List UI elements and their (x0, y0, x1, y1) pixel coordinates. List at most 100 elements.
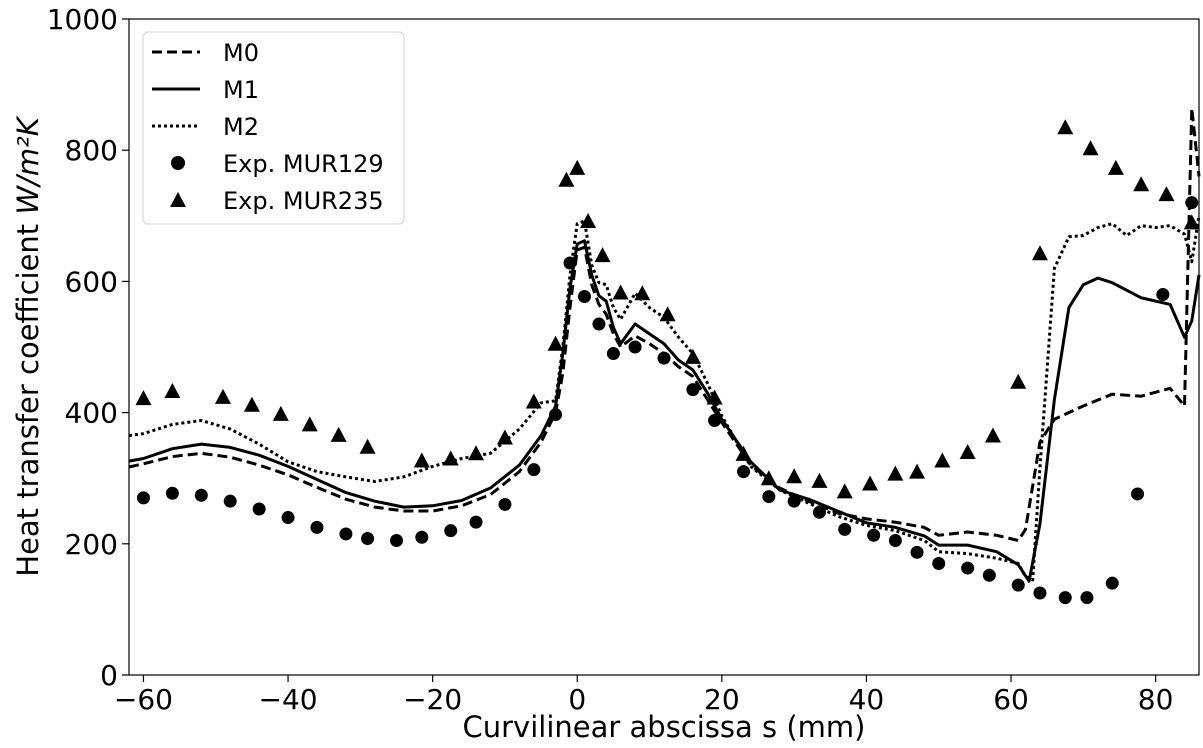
data-point-exp-mur129 (194, 488, 208, 502)
data-point-exp-mur129 (549, 408, 563, 422)
data-point-exp-mur129 (812, 505, 826, 519)
legend-key-mur129 (171, 156, 185, 170)
data-point-exp-mur235 (1183, 214, 1200, 230)
legend-box (142, 31, 405, 225)
data-point-exp-mur129 (867, 528, 881, 542)
series-line-m0 (128, 106, 1201, 542)
data-point-exp-mur129 (592, 317, 606, 331)
data-point-exp-mur235 (836, 483, 853, 499)
series-layer (128, 106, 1201, 605)
data-point-exp-mur235 (496, 429, 513, 445)
data-point-exp-mur129 (888, 534, 902, 548)
data-point-exp-mur235 (786, 468, 803, 484)
data-point-exp-mur235 (934, 452, 951, 468)
legend-label-mur235: Exp. MUR235 (223, 187, 384, 215)
data-point-exp-mur129 (444, 524, 458, 538)
data-point-exp-mur129 (961, 561, 975, 575)
y-axis-label-unit: W/m²K (11, 115, 45, 214)
data-point-exp-mur129 (657, 351, 671, 365)
data-point-exp-mur235 (359, 438, 376, 454)
data-point-exp-mur129 (1105, 576, 1119, 590)
data-point-exp-mur129 (762, 490, 776, 504)
data-point-exp-mur129 (606, 347, 620, 361)
data-point-exp-mur235 (1133, 176, 1150, 192)
legend-label-m0: M0 (223, 39, 259, 67)
y-tick-label: 0 (100, 659, 118, 692)
data-point-exp-mur129 (469, 515, 483, 529)
data-point-exp-mur235 (330, 426, 347, 442)
data-point-exp-mur129 (252, 502, 266, 516)
data-point-exp-mur129 (415, 530, 429, 544)
data-point-exp-mur129 (1156, 288, 1170, 302)
data-point-exp-mur235 (558, 171, 575, 187)
data-point-exp-mur129 (686, 383, 700, 397)
data-point-exp-mur129 (361, 532, 375, 546)
data-point-exp-mur129 (136, 491, 150, 505)
data-point-exp-mur129 (737, 465, 751, 479)
data-point-exp-mur235 (612, 284, 629, 300)
data-point-exp-mur129 (932, 556, 946, 570)
data-point-exp-mur235 (413, 452, 430, 468)
x-tick-label: −40 (259, 683, 318, 716)
legend-label-mur129: Exp. MUR129 (223, 150, 384, 178)
data-point-exp-mur235 (272, 405, 289, 421)
data-point-exp-mur235 (811, 472, 828, 488)
data-point-exp-mur129 (498, 497, 512, 511)
data-point-exp-mur235 (243, 396, 260, 412)
data-point-exp-mur235 (525, 393, 542, 409)
data-point-exp-mur129 (838, 522, 852, 536)
data-point-exp-mur235 (959, 443, 976, 459)
x-tick-label: 40 (849, 683, 885, 716)
legend-key-mur235 (170, 192, 186, 207)
data-point-exp-mur235 (468, 445, 485, 461)
data-point-exp-mur129 (577, 289, 591, 303)
data-point-exp-mur235 (634, 285, 651, 301)
y-tick-label: 200 (65, 528, 118, 561)
data-point-exp-mur235 (442, 450, 459, 466)
data-point-exp-mur235 (862, 475, 879, 491)
data-point-exp-mur235 (659, 306, 676, 322)
data-point-exp-mur235 (684, 348, 701, 364)
data-point-exp-mur235 (580, 213, 597, 229)
data-point-exp-mur129 (223, 494, 237, 508)
legend-label-m2: M2 (223, 113, 259, 141)
x-tick-label: −20 (403, 683, 462, 716)
data-point-exp-mur235 (547, 335, 564, 351)
y-tick-label: 800 (65, 134, 118, 167)
data-point-exp-mur235 (1158, 186, 1175, 202)
data-point-exp-mur235 (735, 445, 752, 461)
x-tick-label: 20 (704, 683, 740, 716)
data-point-exp-mur129 (910, 545, 924, 559)
data-point-exp-mur235 (706, 389, 723, 405)
data-point-exp-mur129 (165, 486, 179, 500)
y-tick-label: 400 (65, 397, 118, 430)
data-point-exp-mur235 (569, 159, 586, 175)
data-point-exp-mur129 (1011, 578, 1025, 592)
data-point-exp-mur129 (527, 463, 541, 477)
x-axis-label: Curvilinear abscissa s (mm) (463, 710, 866, 744)
x-tick-label: −60 (114, 683, 173, 716)
data-point-exp-mur235 (1107, 159, 1124, 175)
data-point-exp-mur129 (982, 568, 996, 582)
data-point-exp-mur129 (563, 256, 577, 270)
legend: M0 M1 M2 Exp. MUR129 Exp. MUR235 (142, 31, 405, 225)
data-point-exp-mur235 (301, 416, 318, 432)
series-line-m2 (128, 215, 1201, 582)
series-exp-mur129 (136, 196, 1199, 605)
data-point-exp-mur129 (1185, 196, 1199, 210)
data-point-exp-mur235 (1031, 245, 1048, 261)
data-point-exp-mur235 (135, 390, 152, 406)
x-tick-label: 0 (568, 683, 586, 716)
data-point-exp-mur129 (787, 494, 801, 508)
x-tick-label: 80 (1138, 683, 1174, 716)
y-axis-label: Heat transfer coefficient W/m²K (11, 115, 45, 576)
plot-frame (128, 18, 1200, 676)
data-point-exp-mur235 (909, 463, 926, 479)
y-axis-label-text: Heat transfer coefficient (11, 215, 45, 577)
data-point-exp-mur235 (887, 465, 904, 481)
data-point-exp-mur129 (390, 534, 403, 548)
data-point-exp-mur235 (164, 382, 181, 398)
data-point-exp-mur235 (1057, 119, 1074, 135)
